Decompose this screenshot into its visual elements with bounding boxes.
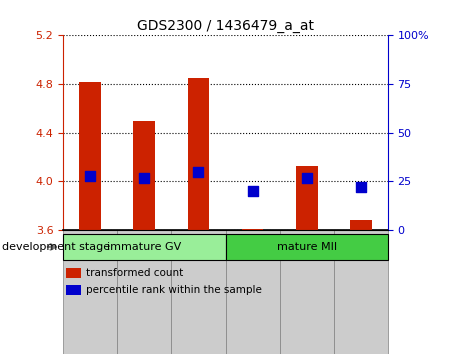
Title: GDS2300 / 1436479_a_at: GDS2300 / 1436479_a_at xyxy=(137,19,314,33)
Point xyxy=(195,169,202,175)
Text: mature MII: mature MII xyxy=(276,242,337,252)
FancyBboxPatch shape xyxy=(171,230,226,354)
Bar xyxy=(296,166,318,230)
FancyBboxPatch shape xyxy=(117,230,171,354)
FancyBboxPatch shape xyxy=(63,230,117,354)
FancyBboxPatch shape xyxy=(334,230,388,354)
Bar xyxy=(133,121,155,230)
Bar xyxy=(350,220,372,230)
Text: development stage: development stage xyxy=(2,242,110,252)
FancyBboxPatch shape xyxy=(226,230,280,354)
Point xyxy=(357,184,364,190)
Text: immature GV: immature GV xyxy=(107,242,181,252)
Text: transformed count: transformed count xyxy=(86,268,183,278)
Bar xyxy=(66,285,81,295)
Bar xyxy=(66,268,81,278)
FancyBboxPatch shape xyxy=(226,234,388,260)
Bar xyxy=(242,229,263,230)
FancyBboxPatch shape xyxy=(280,230,334,354)
Text: percentile rank within the sample: percentile rank within the sample xyxy=(86,285,262,295)
Point xyxy=(303,175,310,181)
FancyBboxPatch shape xyxy=(63,234,226,260)
Bar xyxy=(188,78,209,230)
Point xyxy=(249,188,256,194)
Point xyxy=(141,175,148,181)
Point xyxy=(87,173,94,178)
Bar xyxy=(79,82,101,230)
